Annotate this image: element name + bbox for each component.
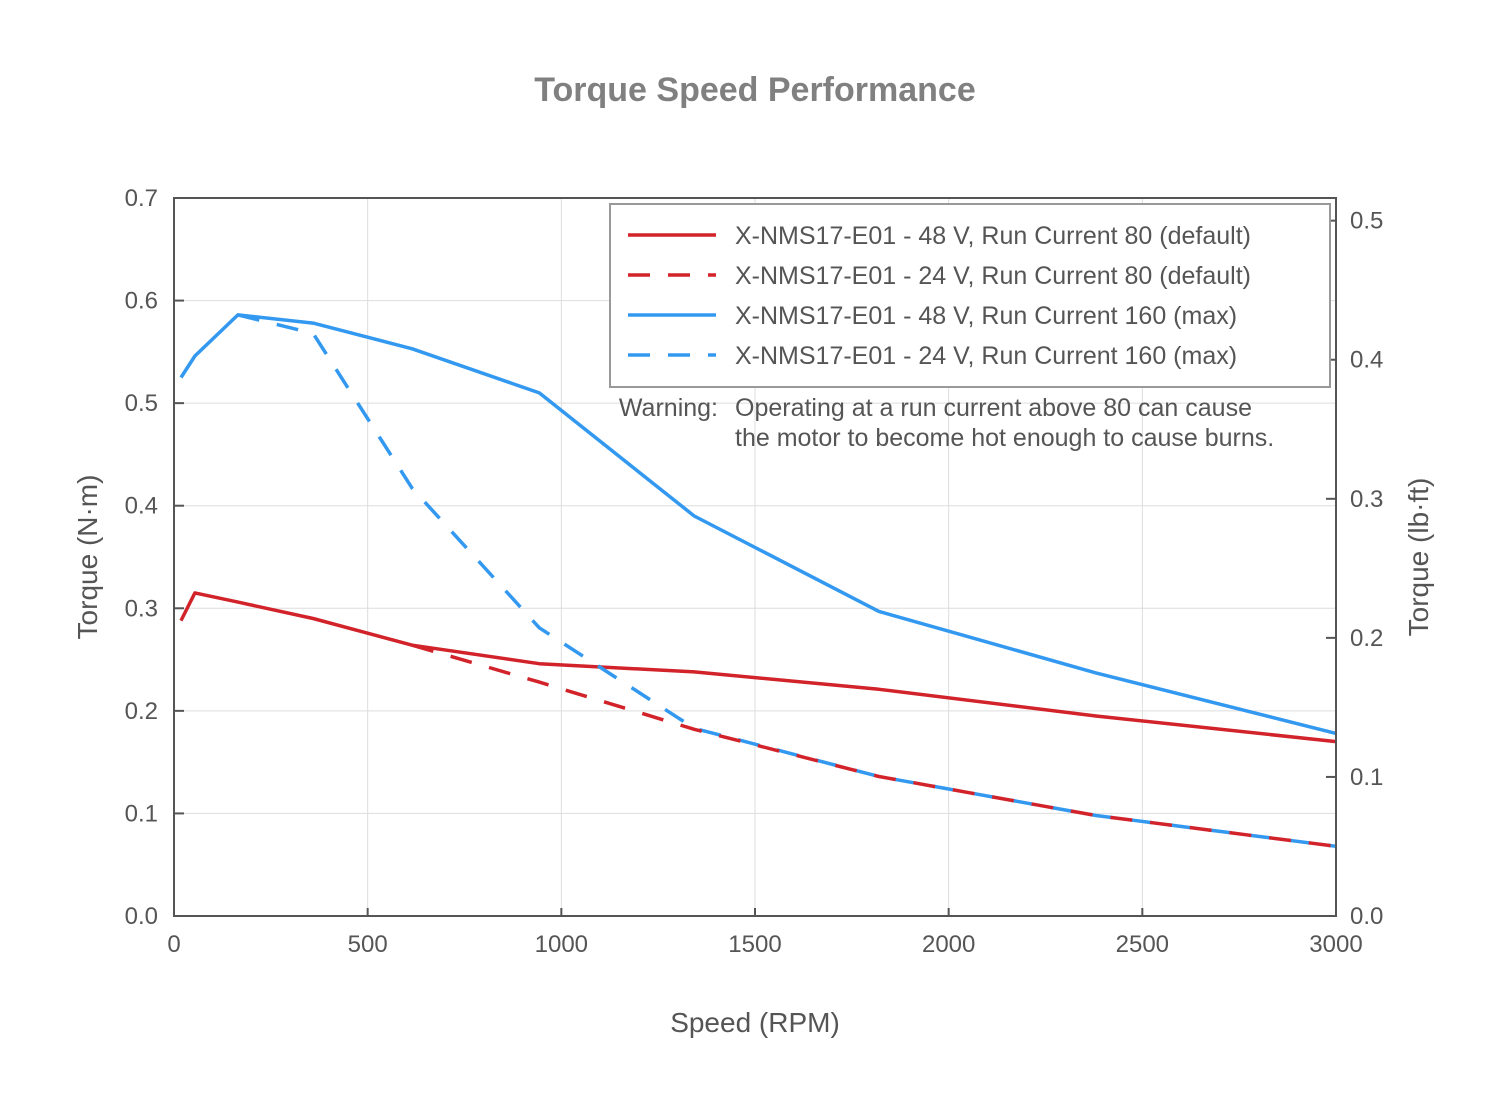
y2-tick-label: 0.0: [1350, 903, 1383, 930]
legend-label-3: X-NMS17-E01 - 48 V, Run Current 160 (max…: [735, 302, 1237, 330]
y-tick-label: 0.5: [125, 390, 158, 417]
y-tick-label: 0.4: [125, 493, 158, 520]
legend-box: [609, 203, 1331, 388]
y-tick-label: 0.1: [125, 800, 158, 827]
x-tick-label: 2500: [1116, 931, 1169, 958]
y2-tick-label: 0.1: [1350, 764, 1383, 791]
y2-tick-label: 0.5: [1350, 208, 1383, 235]
y-axis-title: Torque (N·m): [72, 475, 103, 640]
y-tick-label: 0.0: [125, 903, 158, 930]
x-tick-label: 0: [167, 931, 180, 958]
legend-label-2: X-NMS17-E01 - 24 V, Run Current 80 (defa…: [735, 262, 1251, 290]
y-tick-label: 0.3: [125, 595, 158, 622]
warning-line-2: the motor to become hot enough to cause …: [735, 424, 1274, 452]
y-tick-label: 0.2: [125, 698, 158, 725]
x-tick-label: 3000: [1309, 931, 1362, 958]
legend-label-1: X-NMS17-E01 - 48 V, Run Current 80 (defa…: [735, 222, 1251, 250]
chart-title: Torque Speed Performance: [534, 71, 976, 109]
y2-tick-label: 0.3: [1350, 486, 1383, 513]
y2-axis-title: Torque (lb·ft): [1403, 478, 1434, 637]
warning-label: Warning:: [619, 394, 718, 422]
y2-tick-label: 0.4: [1350, 347, 1383, 374]
x-tick-label: 500: [348, 931, 388, 958]
series-line-1: [179, 591, 1337, 744]
warning-line-1: Operating at a run current above 80 can …: [735, 394, 1252, 422]
y-axis-right: 0.0 0.1 0.2 0.3 0.4 0.5: [1326, 208, 1383, 930]
y-tick-label: 0.6: [125, 288, 158, 315]
legend-label-4: X-NMS17-E01 - 24 V, Run Current 160 (max…: [735, 342, 1237, 370]
series-layer: [179, 313, 1337, 849]
y2-tick-label: 0.2: [1350, 625, 1383, 652]
x-tick-label: 1000: [535, 931, 588, 958]
x-tick-label: 1500: [728, 931, 781, 958]
y-tick-label: 0.7: [125, 185, 158, 212]
x-axis-title: Speed (RPM): [670, 1007, 840, 1038]
series-line-4: [237, 313, 1337, 849]
x-tick-label: 2000: [922, 931, 975, 958]
legend: X-NMS17-E01 - 48 V, Run Current 80 (defa…: [609, 203, 1331, 388]
x-axis: 0 500 1000 1500 2000 2500 3000: [167, 908, 1363, 958]
y-axis-left: 0.0 0.1 0.2 0.3 0.4 0.5 0.6 0.7: [125, 185, 184, 930]
warning-annotation: Warning: Operating at a run current abov…: [619, 394, 1274, 452]
series-line-3: [179, 313, 1337, 736]
